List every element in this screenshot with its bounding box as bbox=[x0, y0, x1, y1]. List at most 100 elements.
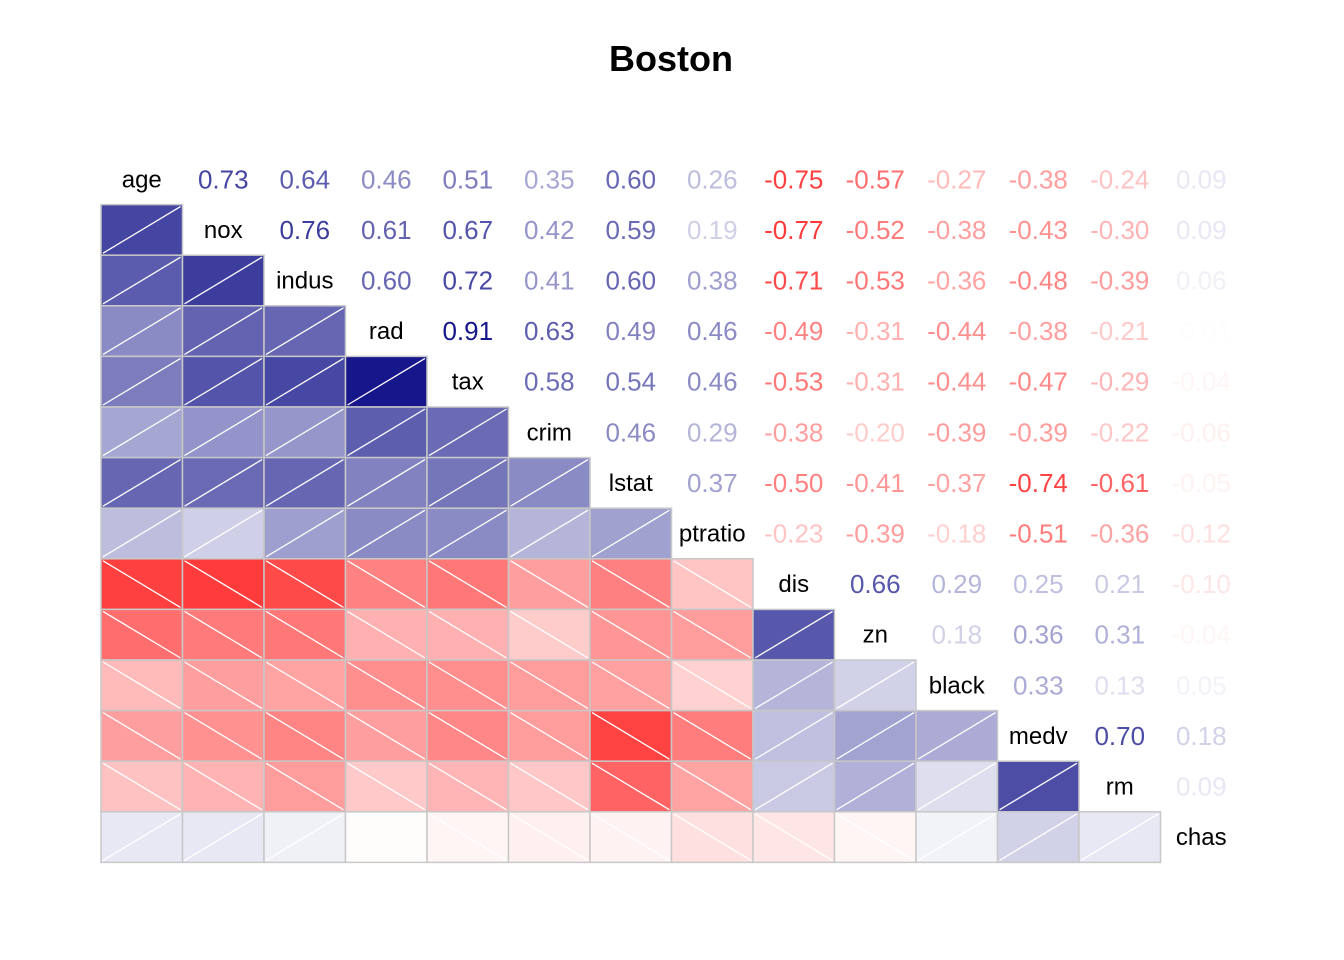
value-black-medv: 0.33 bbox=[1013, 670, 1064, 700]
value-crim-rm: -0.22 bbox=[1090, 417, 1149, 447]
cell-rm-black bbox=[915, 760, 999, 813]
cell-hatch bbox=[428, 408, 507, 457]
cell-black-zn bbox=[833, 659, 917, 712]
value-lstat-black: -0.37 bbox=[927, 468, 986, 498]
value-nox-tax: 0.67 bbox=[442, 215, 493, 245]
cell-hatch bbox=[510, 712, 589, 760]
cell-black-nox bbox=[181, 659, 265, 712]
value-tax-ptratio: 0.46 bbox=[687, 367, 738, 397]
value-rad-tax: 0.91 bbox=[442, 316, 493, 346]
cell-hatch bbox=[102, 307, 181, 355]
value-age-crim: 0.35 bbox=[524, 164, 575, 194]
cell-hatch bbox=[591, 762, 670, 811]
cell-medv-black bbox=[915, 709, 999, 762]
value-tax-dis: -0.53 bbox=[764, 367, 823, 397]
cell-hatch bbox=[754, 661, 833, 710]
cell-hatch bbox=[428, 459, 507, 507]
cell-hatch bbox=[510, 813, 589, 861]
value-age-zn: -0.57 bbox=[846, 164, 905, 194]
cell-hatch bbox=[347, 509, 426, 558]
cell-crim-rad bbox=[344, 406, 428, 459]
cell-rm-lstat bbox=[589, 760, 673, 813]
value-indus-dis: -0.71 bbox=[764, 266, 823, 296]
cell-crim-age bbox=[100, 406, 184, 459]
cell-dis-tax bbox=[426, 558, 510, 611]
value-crim-ptratio: 0.29 bbox=[687, 417, 738, 447]
cell-hatch bbox=[347, 560, 426, 608]
value-age-tax: 0.51 bbox=[442, 164, 493, 194]
cell-chas-nox bbox=[181, 811, 265, 864]
cell-hatch bbox=[265, 509, 344, 558]
value-age-chas: 0.09 bbox=[1176, 164, 1227, 194]
cell-black-rad bbox=[344, 659, 428, 712]
variable-label-crim: crim bbox=[527, 419, 572, 446]
value-medv-chas: 0.18 bbox=[1176, 721, 1227, 751]
cell-rm-medv bbox=[996, 760, 1080, 813]
variable-label-zn: zn bbox=[863, 622, 888, 649]
cell-hatch bbox=[591, 712, 670, 760]
value-nox-lstat: 0.59 bbox=[605, 215, 656, 245]
cell-dis-nox bbox=[181, 558, 265, 611]
cell-black-age bbox=[100, 659, 184, 712]
cell-hatch bbox=[673, 813, 752, 861]
cell-rm-age bbox=[100, 760, 184, 813]
value-lstat-chas: -0.05 bbox=[1172, 468, 1231, 498]
cell-rm-dis bbox=[752, 760, 836, 813]
cell-ptratio-nox bbox=[181, 507, 265, 560]
variable-label-black: black bbox=[929, 672, 986, 699]
cell-hatch bbox=[265, 408, 344, 457]
cell-hatch bbox=[428, 661, 507, 710]
cell-hatch bbox=[184, 712, 263, 760]
cell-hatch bbox=[917, 813, 996, 861]
cell-hatch bbox=[510, 459, 589, 507]
cell-zn-rad bbox=[344, 608, 428, 661]
cell-hatch bbox=[184, 661, 263, 710]
value-nox-rad: 0.61 bbox=[361, 215, 412, 245]
cell-zn-dis bbox=[752, 608, 836, 661]
cell-dis-age bbox=[100, 558, 184, 611]
value-medv-rm: 0.70 bbox=[1094, 721, 1145, 751]
diagonal-variable-labels: age nox indus rad tax crim lstat ptratio dis zn bl… bbox=[122, 166, 1227, 851]
cell-medv-lstat bbox=[589, 709, 673, 762]
value-nox-chas: 0.09 bbox=[1176, 215, 1227, 245]
cell-hatch bbox=[428, 509, 507, 558]
value-tax-black: -0.44 bbox=[927, 367, 986, 397]
cell-rad-nox bbox=[181, 305, 265, 358]
cell-medv-indus bbox=[263, 709, 347, 762]
value-nox-indus: 0.76 bbox=[279, 215, 330, 245]
cell-crim-tax bbox=[426, 406, 510, 459]
value-age-medv: -0.38 bbox=[1009, 164, 1068, 194]
cell-hatch bbox=[184, 610, 263, 659]
cell-ptratio-tax bbox=[426, 507, 510, 560]
cell-hatch bbox=[836, 762, 915, 811]
value-rad-chas: -0.01 bbox=[1172, 316, 1231, 346]
value-nox-crim: 0.42 bbox=[524, 215, 575, 245]
value-ptratio-rm: -0.36 bbox=[1090, 519, 1149, 549]
cell-hatch bbox=[510, 560, 589, 608]
cell-hatch bbox=[836, 661, 915, 710]
cell-hatch bbox=[102, 762, 181, 811]
cell-hatch bbox=[102, 610, 181, 659]
cell-hatch bbox=[510, 610, 589, 659]
cell-medv-crim bbox=[507, 709, 591, 762]
value-rm-chas: 0.09 bbox=[1176, 772, 1227, 802]
value-lstat-dis: -0.50 bbox=[764, 468, 823, 498]
variable-label-ptratio: ptratio bbox=[679, 521, 746, 548]
cell-hatch bbox=[184, 459, 263, 507]
cell-hatch bbox=[673, 560, 752, 608]
cell-rm-crim bbox=[507, 760, 591, 813]
value-ptratio-dis: -0.23 bbox=[764, 519, 823, 549]
cell-zn-indus bbox=[263, 608, 347, 661]
cell-dis-indus bbox=[263, 558, 347, 611]
cell-lstat-crim bbox=[507, 456, 591, 509]
value-nox-rm: -0.30 bbox=[1090, 215, 1149, 245]
value-dis-chas: -0.10 bbox=[1172, 569, 1231, 599]
value-rad-medv: -0.38 bbox=[1009, 316, 1068, 346]
variable-label-lstat: lstat bbox=[609, 470, 653, 497]
cell-hatch bbox=[102, 357, 181, 406]
cell-zn-nox bbox=[181, 608, 265, 661]
cell-hatch bbox=[754, 813, 833, 861]
cell-hatch bbox=[347, 459, 426, 507]
value-crim-medv: -0.39 bbox=[1009, 417, 1068, 447]
